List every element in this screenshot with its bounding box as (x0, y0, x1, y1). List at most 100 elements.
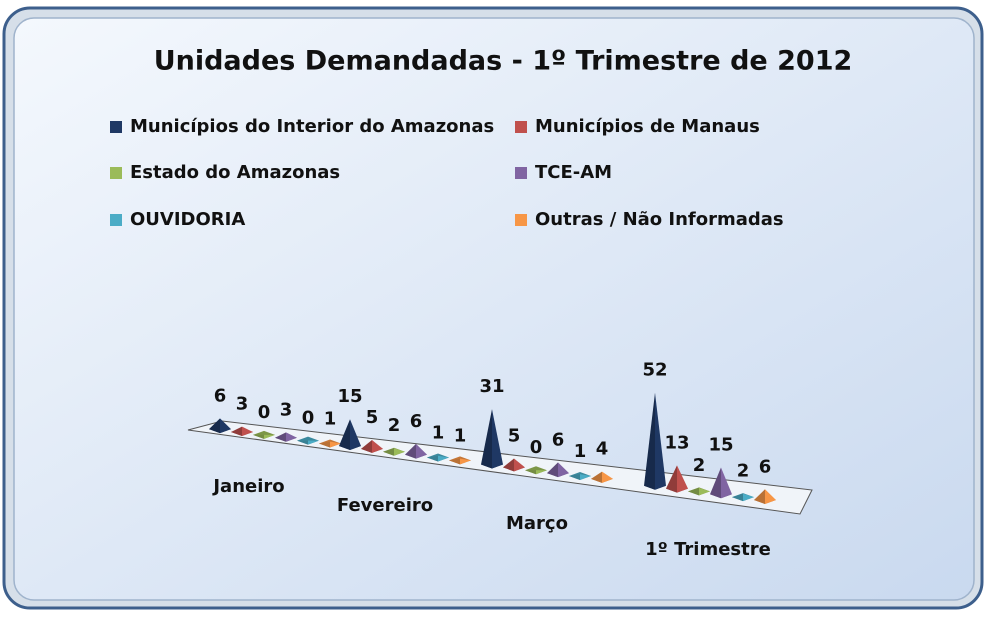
pyramid-face-left (209, 418, 220, 434)
pyramid-face-left (449, 458, 460, 465)
pyramid (710, 467, 732, 499)
pyramid-face-right (514, 458, 525, 472)
data-label: 2 (737, 461, 750, 482)
pyramid-face-left (481, 409, 492, 469)
pyramid (525, 466, 547, 475)
legend-swatch (110, 121, 122, 133)
pyramid (319, 439, 341, 448)
pyramid-face-right (416, 443, 427, 459)
data-label: 6 (214, 385, 227, 406)
data-label: 5 (366, 407, 379, 428)
pyramid-face-left (405, 443, 416, 459)
pyramid (732, 493, 754, 502)
pyramid-face-left (503, 458, 514, 472)
legend-swatch (515, 214, 527, 226)
pyramid-face-left (275, 432, 286, 442)
category-label: Março (506, 513, 568, 534)
data-label: 1 (432, 423, 445, 444)
pyramid-face-right (765, 489, 776, 505)
pyramid-face-left (754, 489, 765, 505)
pyramid-face-left (666, 465, 677, 493)
pyramid-face-right (330, 441, 341, 448)
pyramid-face-right (394, 448, 405, 456)
pyramid-face-left (732, 493, 743, 502)
pyramid-face-left (525, 470, 536, 475)
data-label: 13 (664, 432, 689, 453)
pyramid (754, 489, 776, 505)
data-label: 6 (552, 429, 565, 450)
pyramid-face-right (438, 455, 449, 462)
pyramid-face-left (319, 441, 330, 448)
data-label: 52 (642, 360, 667, 381)
category-label: Janeiro (211, 476, 284, 497)
pyramid-face-left (361, 439, 372, 453)
data-label: 2 (388, 415, 401, 436)
legend-label: Municípios de Manaus (535, 116, 760, 137)
pyramid (481, 409, 503, 469)
pyramid-face-left (591, 471, 602, 483)
pyramid (275, 432, 297, 442)
legend-label: Outras / Não Informadas (535, 209, 784, 230)
pyramid (297, 436, 319, 445)
pyramid (361, 439, 383, 453)
pyramid-face-right (677, 465, 688, 493)
legend-label: TCE-AM (535, 162, 612, 183)
data-label: 15 (708, 434, 733, 455)
data-label: 6 (759, 456, 772, 477)
pyramid (449, 456, 471, 465)
pyramid-face-right (492, 409, 503, 469)
data-label: 0 (258, 402, 271, 423)
pyramid-face-left (339, 419, 350, 451)
pyramid-face-left (253, 434, 264, 439)
pyramid-face-right (655, 392, 666, 490)
pyramid-face-right (721, 467, 732, 499)
pyramid-face-left (644, 392, 655, 490)
data-label: 5 (508, 425, 521, 446)
pyramid-face-right (350, 419, 361, 451)
pyramid-face-right (308, 440, 319, 445)
legend-label: Estado do Amazonas (130, 162, 340, 183)
legend-swatch (110, 214, 122, 226)
legend-label: Municípios do Interior do Amazonas (130, 116, 494, 137)
pyramid-face-right (580, 474, 591, 480)
legend-swatch (515, 167, 527, 179)
pyramid-face-right (372, 439, 383, 453)
pyramid (339, 419, 361, 451)
plot-background (13, 17, 975, 601)
pyramid-face-left (297, 440, 308, 445)
pyramid-face-right (242, 426, 253, 437)
chart-title: Unidades Demandadas - 1º Trimestre de 20… (154, 46, 853, 77)
pyramid-face-right (558, 462, 569, 478)
data-label: 0 (530, 437, 543, 458)
pyramid (644, 392, 666, 490)
pyramid (503, 458, 525, 472)
pyramid-face-right (699, 487, 710, 496)
pyramid (591, 471, 613, 483)
pyramid (569, 471, 591, 480)
pyramid-face-left (569, 474, 580, 480)
pyramid-face-left (710, 467, 721, 499)
pyramid (427, 453, 449, 462)
pyramid-face-left (547, 462, 558, 478)
pyramid (405, 443, 427, 459)
pyramid-face-left (383, 448, 394, 456)
data-label: 3 (236, 394, 249, 415)
pyramid-face-right (743, 493, 754, 502)
pyramid-face-left (688, 487, 699, 496)
category-label: Fevereiro (337, 495, 433, 516)
pyramid (231, 426, 253, 437)
legend-swatch (110, 167, 122, 179)
data-label: 1 (574, 441, 587, 462)
pyramid (666, 465, 688, 493)
data-label: 15 (337, 386, 362, 407)
data-label: 6 (410, 411, 423, 432)
legend-label: OUVIDORIA (130, 209, 245, 230)
pyramid-face-right (220, 418, 231, 434)
category-label: 1º Trimestre (645, 539, 771, 560)
data-label: 4 (596, 439, 609, 460)
pyramid-face-right (602, 471, 613, 483)
data-label: 1 (324, 409, 337, 430)
data-label: 2 (693, 455, 706, 476)
pyramid (383, 447, 405, 456)
